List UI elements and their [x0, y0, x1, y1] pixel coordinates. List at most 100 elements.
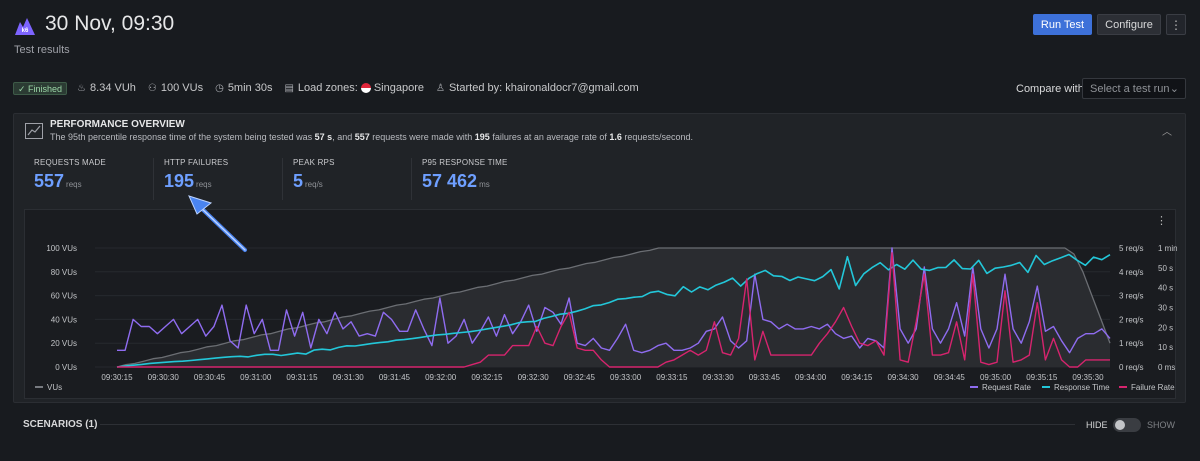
- performance-chart-svg: 0 VUs 20 VUs 40 VUs 60 VUs 80 VUs 100 VUs 0 re…: [35, 244, 1178, 392]
- y-left-tick: 60 VUs: [51, 292, 77, 301]
- x-tick: 09:34:00: [795, 373, 827, 382]
- y-req-tick: 2 req/s: [1119, 315, 1143, 324]
- stat-peak-rps: PEAK RPS 5 req/s: [293, 158, 335, 203]
- k6-logo-icon: k6: [15, 18, 35, 35]
- document-icon: ▤: [284, 82, 294, 94]
- failure-rate-series-line: [117, 252, 1110, 368]
- x-tick: 09:34:15: [841, 373, 873, 382]
- performance-chart: ⋮ 0 VUs 20 VUs 40 VUs 60 VUs 80 VUs 100 VUs 0 …: [24, 209, 1178, 399]
- x-tick: 09:35:30: [1072, 373, 1104, 382]
- y-left-tick: 0 VUs: [55, 363, 77, 372]
- stat-http-failures: HTTP FAILURES 195 reqs: [164, 158, 228, 203]
- legend-label: Failure Rate: [1131, 383, 1175, 392]
- response-time-series-line: [116, 253, 1111, 368]
- clock-icon: ◷: [215, 82, 224, 94]
- user-icon: ♙: [436, 82, 445, 94]
- request-rate-series-line: [117, 247, 1111, 354]
- load-zones-label: Load zones:: [297, 82, 358, 94]
- y-req-tick: 0 req/s: [1119, 363, 1143, 372]
- vus-item: ⚇ 100 VUs: [148, 82, 203, 94]
- stat-value: 557 reqs: [34, 171, 82, 191]
- y-left-tick: 80 VUs: [51, 268, 77, 277]
- status-badge: ✓ Finished: [13, 81, 68, 95]
- svg-text:k6: k6: [22, 28, 29, 34]
- x-tick: 09:33:15: [656, 373, 688, 382]
- y-time-tick: 30 s: [1158, 304, 1173, 313]
- page-title: 30 Nov, 09:30: [45, 12, 175, 35]
- users-icon: ⚇: [147, 82, 157, 94]
- y-req-tick: 4 req/s: [1119, 268, 1143, 277]
- x-tick: 09:32:15: [471, 373, 503, 382]
- x-tick: 09:31:30: [333, 373, 365, 382]
- configure-button[interactable]: Configure: [1097, 14, 1161, 35]
- stat-value: 5 req/s: [293, 171, 323, 191]
- compare-select-placeholder: Select a test run: [1090, 83, 1170, 95]
- load-zone-value: Singapore: [373, 82, 424, 94]
- duration-item: ◷ 5min 30s: [215, 82, 272, 94]
- x-tick: 09:32:30: [518, 373, 550, 382]
- y-left-tick: 100 VUs: [46, 244, 77, 253]
- started-by-value: Started by: khaironaldocr7@gmail.com: [448, 82, 639, 94]
- x-tick: 09:33:45: [749, 373, 781, 382]
- x-tick: 09:34:45: [934, 373, 966, 382]
- legend-label: Request Rate: [982, 383, 1031, 392]
- divider: [100, 424, 1075, 425]
- compare-select[interactable]: Select a test run ⌄: [1082, 78, 1186, 99]
- stat-value: 57 462 ms: [422, 171, 490, 191]
- annotation-arrow-icon: [188, 195, 247, 252]
- performance-overview-panel: PERFORMANCE OVERVIEW The 95th percentile…: [13, 113, 1186, 403]
- legend-label: VUs: [47, 383, 62, 392]
- started-by-item: ♙ Started by: khaironaldocr7@gmail.com: [436, 82, 639, 94]
- x-tick: 09:33:30: [703, 373, 735, 382]
- more-options-button[interactable]: ⋮: [1166, 14, 1186, 35]
- x-tick: 09:31:45: [379, 373, 411, 382]
- legend-label: Response Time: [1054, 383, 1110, 392]
- y-req-tick: 5 req/s: [1119, 244, 1143, 253]
- x-tick: 09:30:15: [101, 373, 133, 382]
- duration-value: 5min 30s: [227, 82, 273, 94]
- y-time-tick: 50 s: [1158, 264, 1173, 273]
- x-tick: 09:32:45: [564, 373, 596, 382]
- scenarios-title: SCENARIOS (1): [23, 419, 98, 430]
- stat-p95-response-time: P95 RESPONSE TIME 57 462 ms: [422, 158, 508, 203]
- chart-menu-icon[interactable]: ⋮: [1156, 215, 1167, 227]
- x-tick: 09:32:00: [425, 373, 457, 382]
- x-tick: 09:35:00: [980, 373, 1012, 382]
- y-time-tick: 20 s: [1158, 323, 1173, 332]
- y-req-tick: 1 req/s: [1119, 339, 1143, 348]
- overview-description: The 95th percentile response time of the…: [50, 132, 693, 142]
- vuh-item: ♨ 8.34 VUh: [77, 82, 136, 94]
- stat-label: REQUESTS MADE: [34, 158, 106, 167]
- x-tick: 09:30:45: [194, 373, 226, 382]
- page-header: k6 30 Nov, 09:30 Test results Run Test C…: [14, 10, 1186, 70]
- y-time-tick: 1 min: [1158, 244, 1177, 253]
- chart-icon: [25, 123, 43, 139]
- x-tick: 09:31:15: [286, 373, 318, 382]
- singapore-flag-icon: [360, 83, 371, 93]
- run-test-button[interactable]: Run Test: [1033, 14, 1092, 35]
- chevron-down-icon: ⌄: [1169, 83, 1179, 95]
- y-time-tick: 40 s: [1158, 284, 1173, 293]
- stat-requests-made: REQUESTS MADE 557 reqs: [34, 158, 106, 203]
- scenarios-toggle[interactable]: [1113, 418, 1141, 432]
- stat-label: P95 RESPONSE TIME: [422, 158, 508, 167]
- y-time-tick: 0 ms: [1158, 363, 1175, 372]
- y-req-tick: 3 req/s: [1119, 292, 1143, 301]
- x-tick: 09:34:30: [887, 373, 919, 382]
- load-zones-item: ▤ Load zones: Singapore: [284, 82, 424, 94]
- vuh-value: 8.34 VUh: [90, 82, 136, 94]
- x-tick: 09:30:30: [148, 373, 180, 382]
- y-time-tick: 10 s: [1158, 343, 1173, 352]
- stat-label: HTTP FAILURES: [164, 158, 229, 167]
- x-tick: 09:35:15: [1026, 373, 1058, 382]
- vus-value: 100 VUs: [160, 82, 204, 94]
- test-meta-bar: ✓ Finished ♨ 8.34 VUh ⚇ 100 VUs ◷ 5min 30s …: [13, 81, 651, 95]
- show-label: SHOW: [1147, 420, 1175, 430]
- compare-label: Compare with: [1016, 83, 1084, 95]
- stat-label: PEAK RPS: [293, 158, 335, 167]
- x-tick: 09:33:00: [610, 373, 642, 382]
- y-left-tick: 40 VUs: [51, 315, 77, 324]
- flame-icon: ♨: [77, 82, 87, 94]
- collapse-chevron-icon[interactable]: ︿: [1162, 127, 1172, 138]
- x-tick: 09:31:00: [240, 373, 272, 382]
